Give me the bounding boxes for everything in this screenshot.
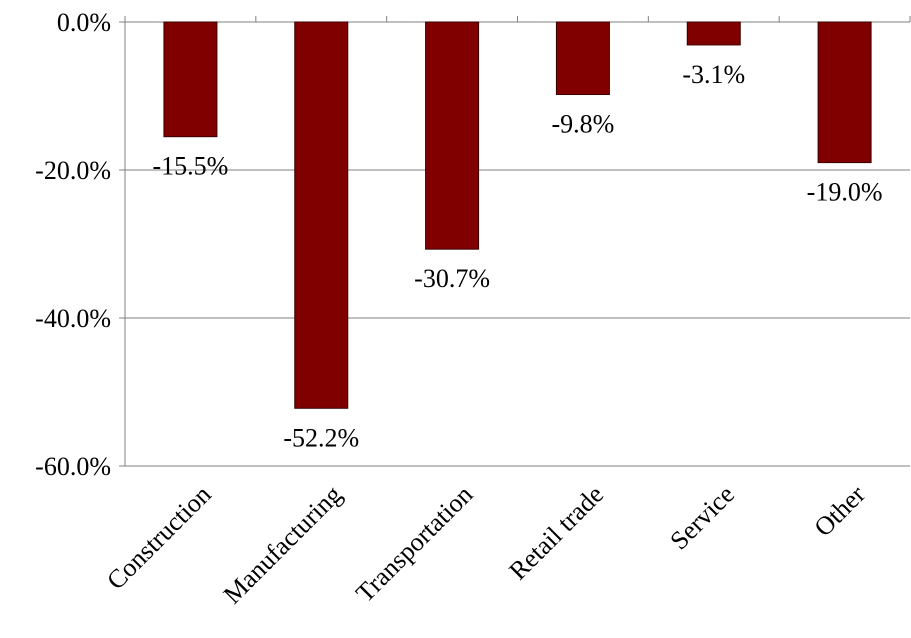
bar-construction: [163, 21, 218, 138]
y-tick-label: -40.0%: [35, 304, 111, 333]
bar-retail-trade: [555, 21, 610, 96]
category-label: Other: [808, 479, 871, 542]
data-label: -9.8%: [552, 110, 615, 139]
gridlines: [125, 21, 910, 467]
bar-other: [817, 21, 872, 164]
data-labels: -15.5% -52.2% -30.7% -9.8% -3.1% -19.0%: [153, 60, 883, 452]
axes: [119, 16, 911, 467]
data-label: -15.5%: [153, 152, 229, 181]
y-tick-labels: 0.0% -20.0% -40.0% -60.0%: [35, 8, 111, 481]
y-tick-label: 0.0%: [57, 8, 111, 37]
category-label: Retail trade: [503, 480, 609, 586]
bar-service: [686, 21, 741, 46]
bars: [163, 21, 872, 409]
category-label: Manufacturing: [218, 480, 348, 610]
data-label: -30.7%: [414, 264, 490, 293]
data-label: -19.0%: [807, 178, 883, 207]
data-label: -52.2%: [283, 423, 359, 452]
y-tick-label: -20.0%: [35, 156, 111, 185]
y-tick-label: -60.0%: [35, 452, 111, 481]
category-label: Construction: [101, 480, 217, 596]
bar-transportation: [425, 21, 480, 250]
category-labels: Construction Manufacturing Transportation R…: [101, 479, 871, 609]
data-label: -3.1%: [682, 60, 745, 89]
bar-manufacturing: [294, 21, 349, 409]
category-label: Service: [664, 480, 740, 556]
category-label: Transportation: [350, 480, 478, 608]
